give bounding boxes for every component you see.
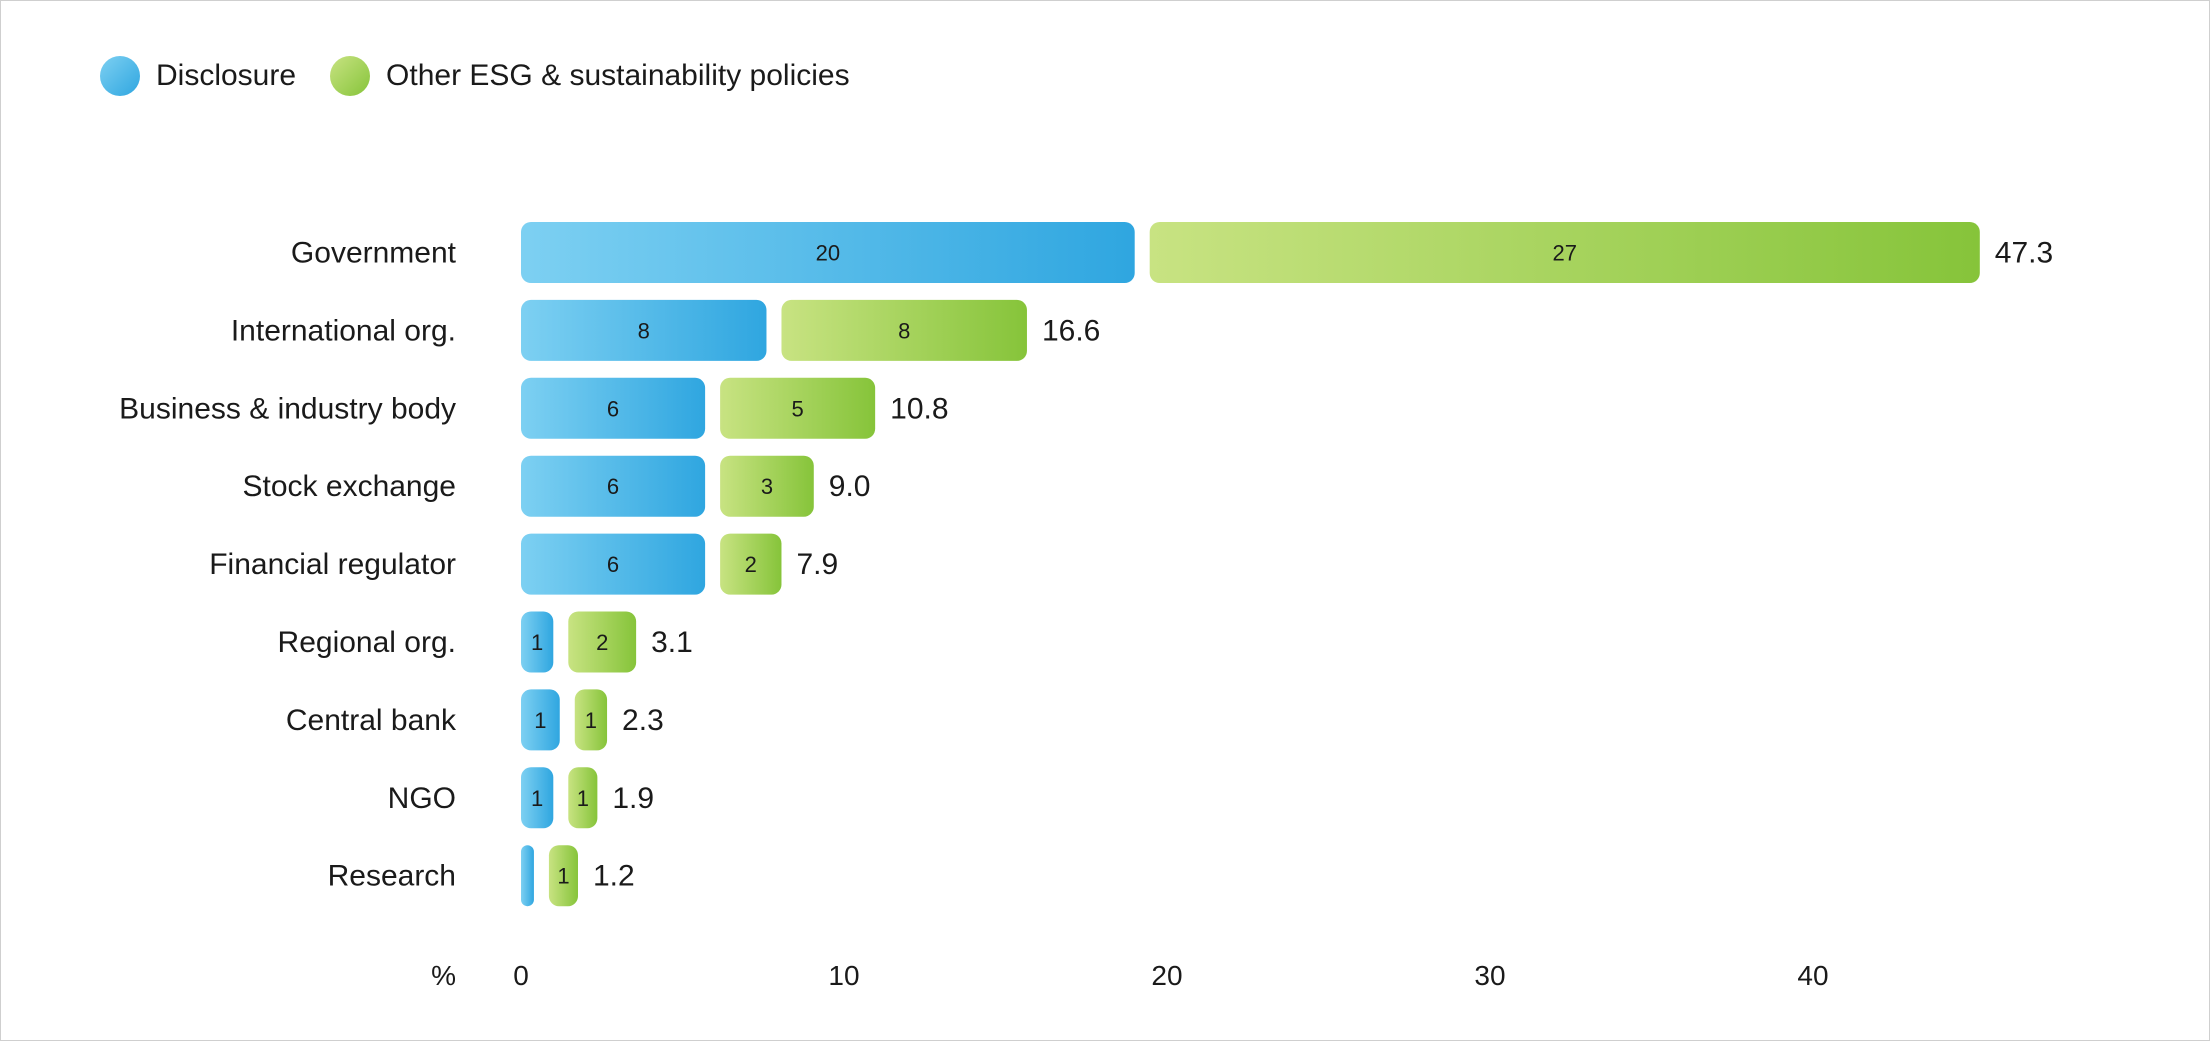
- data-label-other-esg-sustainability-policies-business-industry-body: 5: [792, 396, 804, 421]
- x-axis-ticks: 0 10 20 30 40: [513, 960, 1828, 991]
- category-label-government: Government: [291, 237, 457, 270]
- category-label-international-org: International org.: [231, 314, 456, 347]
- total-label-financial-regulator: 7.9: [796, 548, 838, 581]
- data-label-disclosure-business-industry-body: 6: [607, 396, 619, 421]
- data-label-other-esg-sustainability-policies-stock-exchange: 3: [761, 474, 773, 499]
- bar-other-esg-sustainability-policies-stock-exchange[interactable]: [720, 455, 814, 517]
- bar-other-esg-sustainability-policies-ngo[interactable]: [568, 767, 598, 829]
- data-label-other-esg-sustainability-policies-regional-org: 2: [596, 630, 608, 655]
- bar-other-esg-sustainability-policies-international-org[interactable]: [781, 299, 1027, 361]
- total-label-business-industry-body: 10.8: [890, 392, 948, 425]
- legend-item-other-esg[interactable]: Other ESG & sustainability policies: [330, 56, 850, 96]
- bar-other-esg-sustainability-policies-financial-regulator[interactable]: [720, 533, 782, 595]
- data-label-other-esg-sustainability-policies-ngo: 1: [577, 786, 589, 811]
- category-label-ngo: NGO: [388, 782, 456, 815]
- data-label-disclosure-government: 20: [816, 241, 840, 266]
- data-label-disclosure-financial-regulator: 6: [607, 552, 619, 577]
- category-label-research: Research: [328, 860, 456, 893]
- x-tick-label-10: 10: [828, 960, 859, 991]
- category-label-financial-regulator: Financial regulator: [209, 548, 456, 581]
- bar-disclosure-international-org[interactable]: [521, 299, 767, 361]
- legend: Disclosure Other ESG & sustainability po…: [100, 56, 884, 96]
- legend-swatch-other-esg: [330, 56, 371, 96]
- bar-disclosure-stock-exchange[interactable]: [521, 455, 706, 517]
- data-label-disclosure-stock-exchange: 6: [607, 474, 619, 499]
- category-label-business-industry-body: Business & industry body: [119, 392, 456, 425]
- data-label-other-esg-sustainability-policies-international-org: 8: [898, 318, 910, 343]
- total-label-research: 1.2: [593, 860, 635, 893]
- total-label-stock-exchange: 9.0: [829, 470, 871, 503]
- data-label-other-esg-sustainability-policies-central-bank: 1: [585, 708, 597, 733]
- bar-disclosure-central-bank[interactable]: [521, 689, 560, 751]
- data-label-other-esg-sustainability-policies-government: 27: [1553, 241, 1577, 266]
- data-label-disclosure-ngo: 1: [531, 786, 543, 811]
- legend-item-disclosure[interactable]: Disclosure: [100, 56, 296, 96]
- bar-other-esg-sustainability-policies-research[interactable]: [548, 845, 578, 907]
- bar-disclosure-government[interactable]: [521, 222, 1135, 283]
- data-label-disclosure-central-bank: 1: [534, 708, 546, 733]
- bar-disclosure-research[interactable]: [521, 845, 534, 907]
- total-label-ngo: 1.9: [612, 782, 654, 815]
- bar-other-esg-sustainability-policies-business-industry-body[interactable]: [720, 377, 876, 439]
- data-label-disclosure-international-org: 8: [638, 318, 650, 343]
- total-label-central-bank: 2.3: [622, 704, 664, 737]
- total-label-regional-org: 3.1: [651, 626, 693, 659]
- bar-other-esg-sustainability-policies-government[interactable]: [1149, 222, 1980, 283]
- category-label-central-bank: Central bank: [286, 704, 457, 737]
- bar-disclosure-ngo[interactable]: [521, 767, 554, 829]
- bar-disclosure-regional-org[interactable]: [521, 611, 554, 673]
- legend-label-other-esg: Other ESG & sustainability policies: [386, 59, 850, 92]
- x-tick-label-0: 0: [513, 960, 529, 991]
- data-label-disclosure-regional-org: 1: [531, 630, 543, 655]
- bar-disclosure-financial-regulator[interactable]: [521, 533, 706, 595]
- category-label-stock-exchange: Stock exchange: [243, 470, 456, 503]
- legend-swatch-disclosure: [100, 56, 140, 96]
- data-label-other-esg-sustainability-policies-financial-regulator: 2: [745, 552, 757, 577]
- bar-other-esg-sustainability-policies-central-bank[interactable]: [574, 689, 608, 751]
- total-label-government: 47.3: [1995, 237, 2053, 270]
- bar-other-esg-sustainability-policies-regional-org[interactable]: [568, 611, 637, 673]
- x-tick-label-30: 30: [1474, 960, 1505, 991]
- x-axis-unit-label: %: [431, 960, 456, 991]
- x-tick-label-40: 40: [1797, 960, 1828, 991]
- bar-disclosure-business-industry-body[interactable]: [521, 377, 706, 439]
- x-tick-label-20: 20: [1151, 960, 1182, 991]
- category-label-regional-org: Regional org.: [278, 626, 456, 659]
- total-label-international-org: 16.6: [1042, 314, 1100, 347]
- legend-label-disclosure: Disclosure: [156, 59, 297, 92]
- data-label-other-esg-sustainability-policies-research: 1: [557, 864, 569, 889]
